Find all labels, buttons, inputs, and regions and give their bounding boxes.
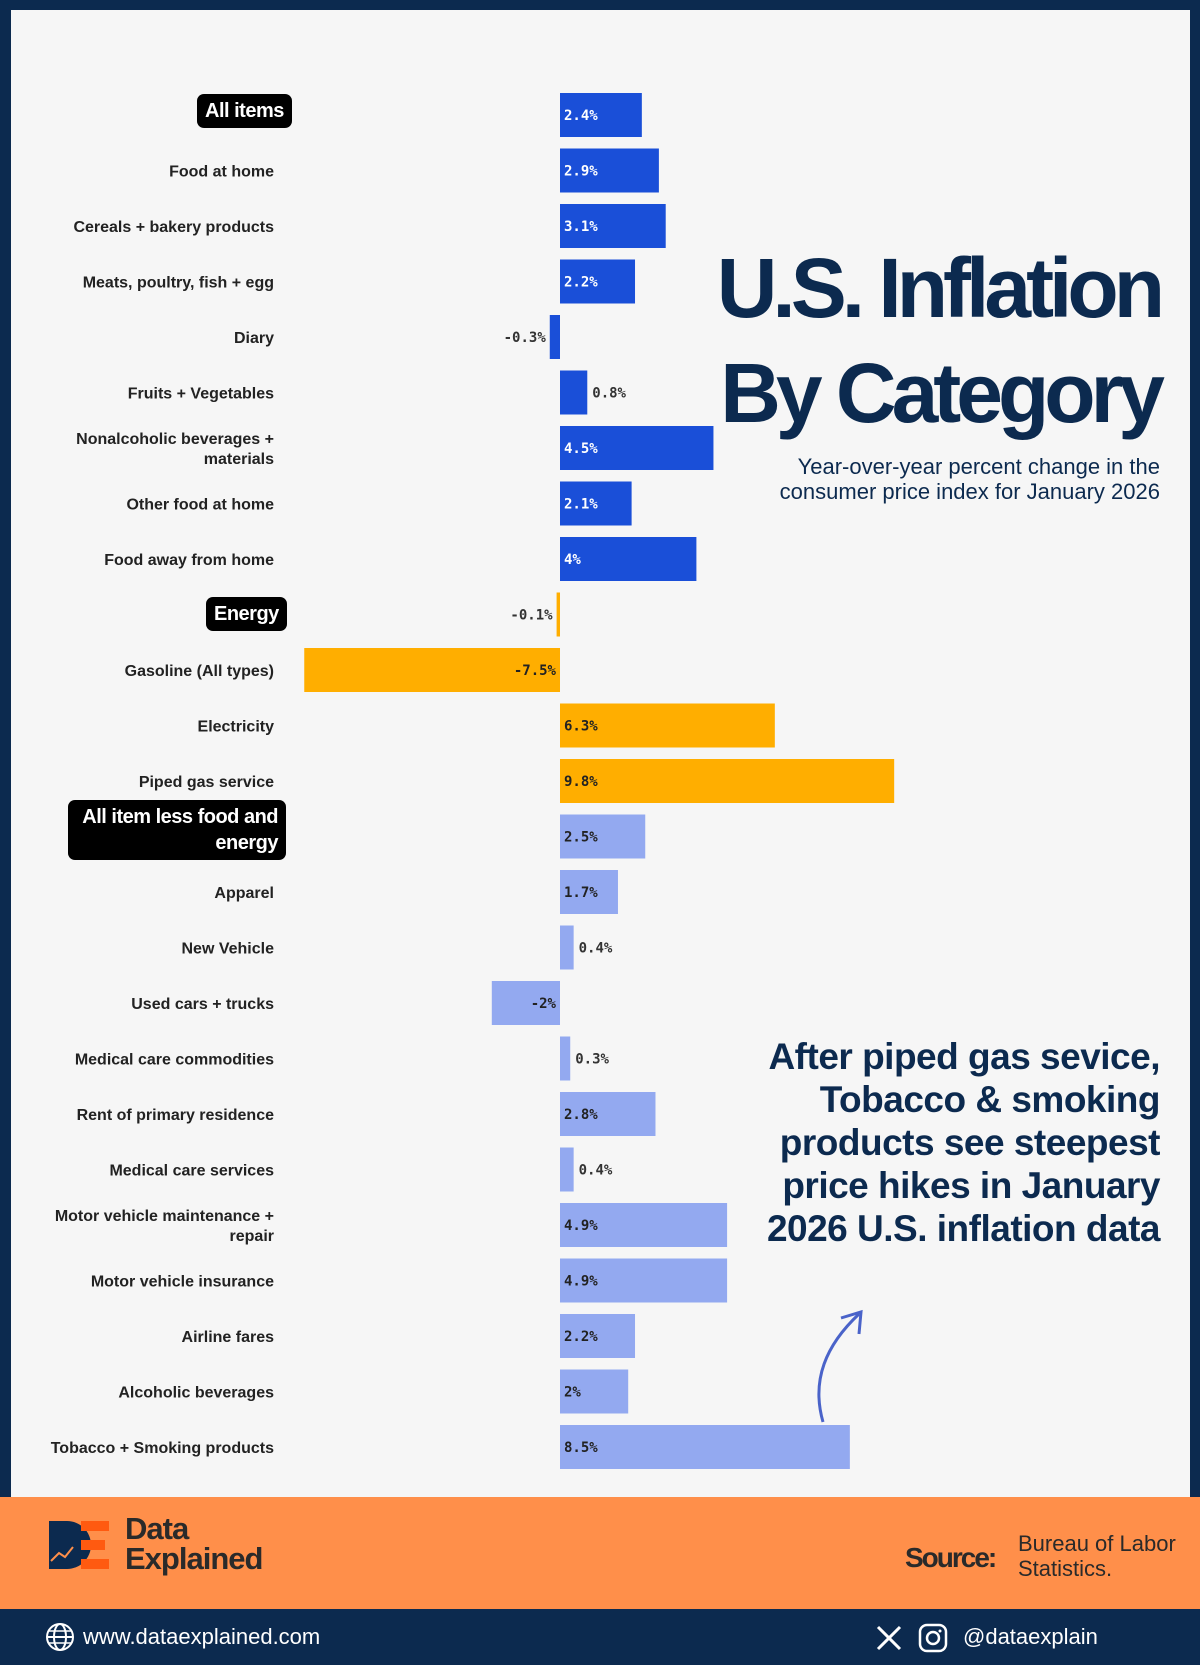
- bar: [560, 1258, 728, 1303]
- source-line-2: Statistics.: [1018, 1556, 1113, 1581]
- bar: [560, 1203, 728, 1247]
- category-label: Gasoline (All types): [125, 663, 274, 680]
- data-label: 0.4%: [579, 1163, 613, 1179]
- globe-icon: [46, 1623, 74, 1651]
- footer: Data Explained Source: Bureau of Labor S…: [0, 1497, 1200, 1609]
- bar: [560, 370, 588, 415]
- data-label: 6.3%: [564, 719, 598, 735]
- x-icon[interactable]: [876, 1625, 902, 1651]
- bar: [560, 1147, 574, 1192]
- bar: [560, 93, 642, 137]
- infographic-panel: 2.4% Food at home 2.9% Cereals + bakery pro…: [11, 10, 1190, 1497]
- bar: [560, 537, 697, 581]
- bar: [556, 592, 560, 637]
- data-label: 2.5%: [564, 830, 598, 846]
- source-value: Bureau of Labor Statistics.: [1018, 1531, 1176, 1581]
- bar: [560, 204, 666, 248]
- category-label: Motor vehicle maintenance +: [55, 1208, 274, 1225]
- category-label: Medical care services: [109, 1163, 274, 1180]
- bar: [560, 703, 775, 748]
- category-label: Piped gas service: [139, 774, 274, 791]
- category-label: New Vehicle: [182, 941, 275, 958]
- data-label: -0.1%: [510, 608, 553, 624]
- source-line-1: Bureau of Labor: [1018, 1531, 1176, 1556]
- data-label: -0.3%: [504, 330, 547, 346]
- instagram-icon[interactable]: [918, 1623, 948, 1653]
- bar-chart: 2.4% Food at home 2.9% Cereals + bakery pro…: [51, 93, 895, 1469]
- data-label: 2.8%: [564, 1107, 598, 1123]
- category-label: Motor vehicle insurance: [91, 1274, 274, 1291]
- data-label: 0.4%: [579, 941, 613, 957]
- brand-name: Data Explained: [125, 1511, 263, 1576]
- category-label: materials: [204, 451, 274, 468]
- bar: [560, 1425, 850, 1469]
- bar: [491, 981, 560, 1025]
- category-label: repair: [230, 1228, 274, 1245]
- data-label: 1.7%: [564, 885, 598, 901]
- bar: [560, 259, 636, 304]
- category-label: Cereals + bakery products: [73, 219, 274, 236]
- social-handle[interactable]: @dataexplain: [963, 1624, 1098, 1649]
- bottom-bar: www.dataexplained.com @dataexplain: [0, 1609, 1200, 1665]
- data-label: -2%: [531, 996, 557, 1012]
- data-label: 3.1%: [564, 219, 598, 235]
- data-label: 8.5%: [564, 1440, 598, 1456]
- category-label: Tobacco + Smoking products: [51, 1440, 274, 1457]
- category-label: Electricity: [198, 719, 275, 736]
- bar: [560, 759, 895, 803]
- data-label: 0.8%: [592, 386, 626, 402]
- tag-core: All item less food and energy: [68, 800, 286, 860]
- bar: [560, 1092, 656, 1136]
- category-label: Other food at home: [126, 497, 274, 514]
- data-label: 2.9%: [564, 164, 598, 180]
- category-label: Used cars + trucks: [131, 996, 274, 1013]
- data-label: 4.5%: [564, 441, 598, 457]
- category-label: Fruits + Vegetables: [128, 386, 274, 403]
- category-label: Rent of primary residence: [77, 1107, 275, 1124]
- category-label: Meats, poultry, fish + egg: [83, 275, 274, 292]
- category-label: Nonalcoholic beverages +: [76, 431, 274, 448]
- arrow-icon: [817, 1309, 863, 1423]
- category-label: Food at home: [169, 164, 274, 181]
- bar: [560, 925, 574, 970]
- data-label: 2.2%: [564, 1329, 598, 1345]
- data-label: 4%: [564, 552, 581, 568]
- bar: [560, 1369, 629, 1414]
- bar: [560, 870, 618, 914]
- bar: [560, 481, 632, 526]
- data-label: 0.3%: [575, 1052, 609, 1068]
- bar: [560, 814, 646, 859]
- brand-line-1: Data: [125, 1511, 189, 1546]
- subtitle: Year-over-year percent change in the con…: [779, 454, 1160, 504]
- bar: [560, 426, 714, 470]
- annotation: After piped gas sevice, Tobacco & smokin…: [766, 1036, 1161, 1249]
- data-label: 2.1%: [564, 497, 598, 513]
- bar: [304, 648, 560, 692]
- data-label: 2.2%: [564, 275, 598, 291]
- data-explained-logo: [49, 1521, 109, 1569]
- bar: [560, 1036, 571, 1081]
- tag-energy: Energy: [206, 597, 287, 631]
- data-label: 2.4%: [564, 108, 598, 124]
- category-label: Food away from home: [104, 552, 274, 569]
- data-label: -7.5%: [514, 663, 557, 679]
- data-label: 9.8%: [564, 774, 598, 790]
- data-label: 2%: [564, 1385, 581, 1401]
- category-label: Medical care commodities: [75, 1052, 274, 1069]
- bar: [549, 315, 560, 359]
- data-label: 4.9%: [564, 1218, 598, 1234]
- title-line-2: By Category: [720, 346, 1165, 440]
- website-link[interactable]: www.dataexplained.com: [83, 1624, 321, 1649]
- category-label: Diary: [234, 330, 274, 347]
- category-label: Apparel: [214, 885, 274, 902]
- category-label: Airline fares: [182, 1329, 275, 1346]
- title-line-1: U.S. Inflation: [716, 241, 1165, 335]
- tag-all-items: All items: [197, 94, 292, 128]
- bar: [560, 1314, 636, 1358]
- brand-line-2: Explained: [125, 1541, 263, 1576]
- data-label: 4.9%: [564, 1274, 598, 1290]
- category-label: Alcoholic beverages: [118, 1385, 274, 1402]
- bar: [560, 148, 659, 193]
- source-label: Source:: [905, 1542, 997, 1573]
